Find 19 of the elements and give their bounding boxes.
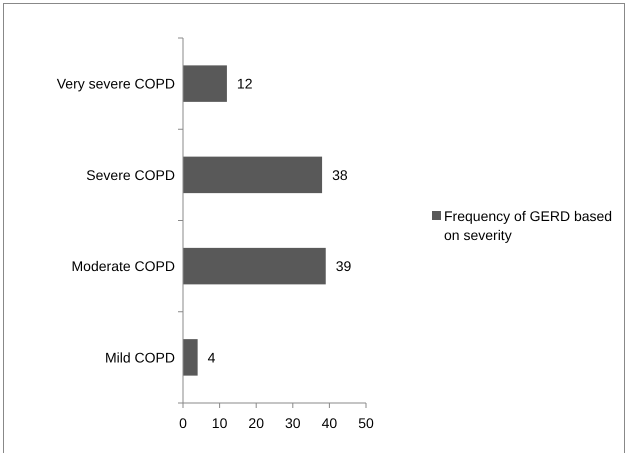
data-label: 12 bbox=[236, 76, 253, 92]
x-tick-label: 40 bbox=[322, 414, 338, 431]
bar bbox=[183, 156, 322, 194]
y-tick-label: Mild COPD bbox=[104, 349, 175, 366]
data-label: 38 bbox=[332, 166, 348, 183]
bar bbox=[183, 65, 227, 102]
x-tick-label: 20 bbox=[248, 414, 264, 431]
bar bbox=[183, 339, 198, 376]
legend-label: Frequency of GERD based on severity bbox=[444, 208, 612, 243]
y-tick-label: Severe COPD bbox=[86, 166, 175, 183]
y-tick-label: Very severe COPD bbox=[56, 76, 175, 92]
data-label: 4 bbox=[208, 349, 216, 366]
data-label: 39 bbox=[336, 258, 352, 274]
x-tick-label: 30 bbox=[285, 414, 301, 431]
x-tick-label: 10 bbox=[212, 414, 228, 431]
bar bbox=[183, 248, 326, 284]
x-tick-label: 50 bbox=[358, 414, 374, 431]
x-tick-label: 0 bbox=[179, 414, 188, 431]
y-tick-label: Moderate COPD bbox=[72, 258, 175, 274]
